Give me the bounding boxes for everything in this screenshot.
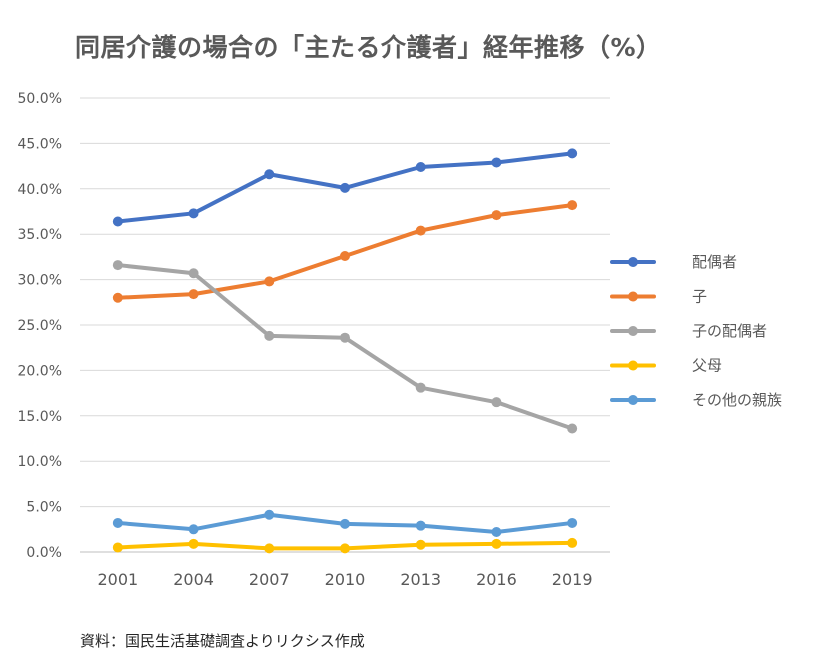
y-tick-label: 40.0% <box>18 182 62 198</box>
legend-swatch-marker <box>628 291 638 302</box>
data-point <box>567 517 578 528</box>
y-tick-label: 5.0% <box>26 500 62 516</box>
data-point <box>264 169 275 180</box>
legend-label: 子 <box>692 288 707 306</box>
y-tick-label: 25.0% <box>18 318 62 334</box>
data-point <box>188 524 199 535</box>
data-point <box>491 538 502 549</box>
data-point <box>340 518 350 529</box>
data-point <box>264 509 275 520</box>
axes: 0.0% 5.0% 10.0% 15.0% 20.0% 25.0% 30.0% 35.0% 40… <box>18 91 593 589</box>
data-point <box>340 543 350 554</box>
series-layer <box>112 148 578 554</box>
data-point <box>491 210 502 221</box>
data-point <box>188 289 199 300</box>
data-point <box>112 260 123 271</box>
x-tick-label: 2007 <box>249 570 290 589</box>
source-note: 資料：国民生活基礎調査よりリクシス作成 <box>80 632 365 650</box>
data-point <box>491 527 502 538</box>
data-point <box>567 537 578 548</box>
chart-title: 同居介護の場合の「主たる介護者」経年推移（%） <box>75 33 662 62</box>
y-tick-label: 30.0% <box>18 273 62 289</box>
data-point <box>264 276 275 287</box>
x-tick-label: 2016 <box>476 570 517 589</box>
data-point <box>264 543 275 554</box>
y-tick-label: 20.0% <box>18 363 62 379</box>
legend-label: その他の親族 <box>692 391 782 409</box>
x-tick-label: 2004 <box>173 570 214 589</box>
data-point <box>112 517 123 528</box>
data-point <box>567 423 578 434</box>
data-point <box>188 208 199 219</box>
data-point <box>415 162 426 173</box>
y-tick-label: 35.0% <box>18 227 62 243</box>
y-tick-label: 10.0% <box>18 454 62 470</box>
x-tick-label: 2019 <box>552 570 593 589</box>
x-tick-label: 2001 <box>97 570 138 589</box>
grid-lines <box>80 97 610 553</box>
y-tick-label: 45.0% <box>18 136 62 152</box>
data-point <box>415 225 426 236</box>
data-point <box>112 292 123 303</box>
legend-swatch-marker <box>628 326 638 336</box>
x-tick-label: 2013 <box>400 570 441 589</box>
legend-swatch-marker <box>628 395 638 405</box>
data-point <box>264 330 275 341</box>
data-point <box>491 157 502 168</box>
legend-swatch-marker <box>628 257 638 267</box>
data-point <box>340 182 350 193</box>
data-point <box>112 216 123 227</box>
legend-label: 子の配偶者 <box>692 322 767 340</box>
legend-label: 父母 <box>692 357 722 375</box>
series-line <box>115 263 575 431</box>
data-point <box>567 200 578 211</box>
x-tick-label: 2010 <box>325 570 366 589</box>
y-tick-label: 0.0% <box>26 545 62 561</box>
data-point <box>491 397 502 408</box>
data-point <box>415 539 426 550</box>
data-point <box>415 382 426 393</box>
data-point <box>415 520 426 531</box>
data-point <box>340 250 350 261</box>
legend-swatch-marker <box>628 360 638 371</box>
legend-label: 配偶者 <box>692 253 737 271</box>
data-point <box>567 148 578 159</box>
data-point <box>112 542 123 553</box>
y-tick-label: 50.0% <box>18 91 62 107</box>
data-point <box>188 538 199 549</box>
data-point <box>188 268 199 279</box>
y-tick-label: 15.0% <box>18 409 62 425</box>
data-point <box>340 332 350 343</box>
